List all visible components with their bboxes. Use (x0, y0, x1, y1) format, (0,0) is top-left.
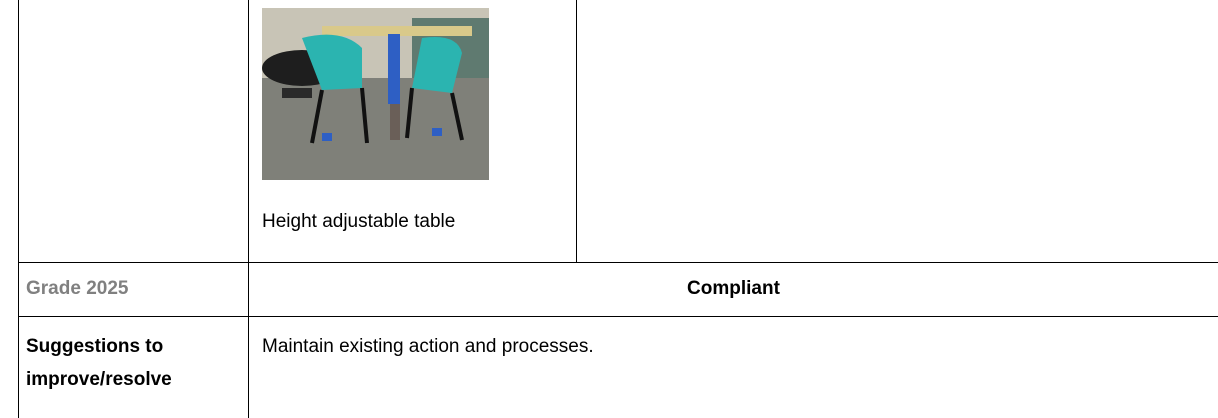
border (18, 316, 1218, 317)
border (576, 0, 577, 262)
border (18, 262, 1218, 263)
border (18, 0, 19, 418)
suggestion-text: Maintain existing action and processes. (262, 336, 594, 357)
border (248, 0, 249, 418)
row-label: Suggestions to (26, 336, 164, 357)
photo-caption: Height adjustable table (262, 211, 456, 232)
grade-value: Compliant (687, 278, 780, 299)
row-label: improve/resolve (26, 369, 172, 390)
row-label: Grade 2025 (26, 278, 129, 299)
photo (262, 8, 489, 180)
